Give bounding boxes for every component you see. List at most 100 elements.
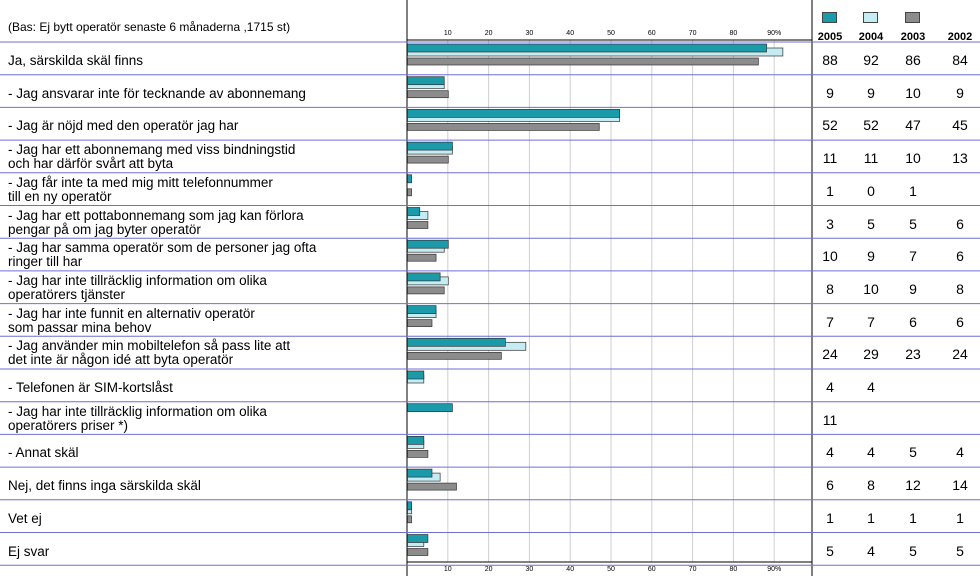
bar-2003: [407, 57, 759, 66]
value-2002: 4: [956, 444, 964, 461]
value-2004: 4: [867, 542, 875, 559]
legend-year-2003: 2003: [900, 31, 926, 43]
row-label: - Jag har samma operatör som de personer…: [8, 240, 317, 270]
tick-label-top: 10: [444, 30, 452, 37]
value-2003: 1: [909, 509, 917, 526]
value-2003: 1: [909, 182, 917, 199]
bar-2003: [407, 188, 412, 197]
legend-swatch-2004: [863, 12, 878, 23]
row-label: - Jag är nöjd med den operatör jag har: [8, 118, 239, 134]
value-2004: 9: [867, 248, 875, 265]
bar-2005: [407, 468, 433, 478]
bar-2005: [407, 239, 449, 249]
value-2002: 14: [952, 477, 968, 494]
bar-2005: [407, 436, 425, 445]
bar-2005: [407, 337, 506, 347]
value-2002: 1: [956, 509, 964, 526]
row-label: Nej, det finns inga särskilda skäl: [8, 478, 201, 494]
value-2005: 9: [826, 84, 834, 101]
bar-2003: [407, 319, 433, 327]
tick-label-top: 50: [607, 30, 615, 37]
value-2003: 5: [909, 542, 917, 559]
bar-2005: [407, 305, 437, 314]
value-2002: 6: [956, 215, 964, 232]
value-2005: 4: [826, 444, 834, 461]
bar-2005: [407, 501, 412, 511]
tick-label-top: 30: [526, 30, 534, 37]
tick-label-top: 80: [730, 30, 738, 37]
value-2005: 4: [826, 379, 834, 395]
value-2005: 11: [822, 150, 838, 167]
legend-swatch-2003: [905, 12, 920, 23]
row-label: - Jag ansvarar inte för tecknande av abo…: [8, 85, 306, 101]
bar-2005: [407, 141, 453, 151]
value-2005: 7: [826, 313, 834, 330]
tick-label-top: 60: [648, 30, 656, 37]
bar-2005: [407, 272, 441, 282]
value-2003: 5: [909, 215, 917, 232]
tick-label-bottom: 10: [444, 566, 452, 573]
bar-2003: [407, 221, 429, 229]
value-2002: 13: [952, 150, 968, 167]
row-label: Ej svar: [8, 543, 50, 559]
bar-2003: [407, 548, 429, 556]
value-2004: 4: [867, 444, 875, 461]
value-2003: 47: [905, 117, 921, 134]
bar-2005: [407, 174, 412, 184]
row-label: - Jag har ett pottabonnemang som jag kan…: [8, 207, 304, 237]
value-2003: 86: [905, 52, 921, 68]
value-2004: 4: [867, 379, 875, 395]
value-2005: 6: [826, 477, 834, 494]
value-2002: 84: [952, 52, 968, 68]
value-2004: 5: [867, 215, 875, 232]
value-2002: 24: [952, 346, 968, 363]
row-label: - Jag har ett abonnemang med viss bindni…: [8, 142, 296, 172]
tick-label-top: 90%: [767, 30, 781, 37]
bar-2003: [407, 351, 502, 360]
row-label: - Jag har inte tillräcklig information o…: [8, 403, 267, 433]
row-label: - Telefonen är SIM-kortslåst: [8, 380, 173, 395]
tick-label-bottom: 20: [485, 566, 493, 573]
value-2005: 5: [826, 542, 834, 559]
value-2002: 9: [956, 84, 964, 101]
value-2004: 8: [867, 477, 875, 494]
tick-label-top: 20: [485, 30, 493, 37]
value-2005: 1: [826, 509, 834, 526]
tick-label-top: 70: [689, 30, 697, 37]
value-2002: 6: [956, 313, 964, 330]
bar-2005: [407, 370, 425, 380]
tick-label-bottom: 60: [648, 566, 656, 573]
bar-2003: [407, 90, 449, 99]
base-note: (Bas: Ej bytt operatör senaste 6 månader…: [8, 20, 291, 34]
value-2003: 23: [905, 346, 921, 363]
value-2005: 24: [822, 346, 838, 363]
bar-2003: [407, 123, 600, 131]
tick-label-bottom: 80: [730, 566, 738, 573]
value-2004: 10: [863, 280, 879, 297]
bar-2003: [407, 155, 449, 164]
row-label: - Jag har inte tillräcklig information o…: [8, 272, 267, 302]
value-2004: 52: [863, 117, 879, 134]
value-2003: 6: [909, 313, 917, 330]
value-2003: 9: [909, 280, 917, 297]
bar-2005: [407, 403, 453, 413]
value-2004: 9: [867, 84, 875, 101]
value-2003: 10: [905, 150, 921, 167]
value-2004: 29: [863, 346, 879, 363]
legend-swatch-2005: [822, 12, 837, 23]
bar-2003: [407, 450, 429, 458]
value-2004: 92: [863, 52, 879, 68]
value-2003: 10: [905, 84, 921, 101]
value-2003: 7: [909, 248, 917, 265]
bar-2003: [407, 253, 437, 262]
row-label: - Jag har inte funnit en alternativ oper…: [8, 305, 255, 335]
value-2005: 10: [822, 248, 838, 265]
value-2004: 0: [867, 182, 875, 199]
value-2004: 7: [867, 313, 875, 330]
value-2002: 8: [956, 280, 964, 297]
bar-2005: [407, 76, 445, 86]
value-2004: 11: [863, 150, 879, 167]
bar-2003: [407, 515, 412, 524]
